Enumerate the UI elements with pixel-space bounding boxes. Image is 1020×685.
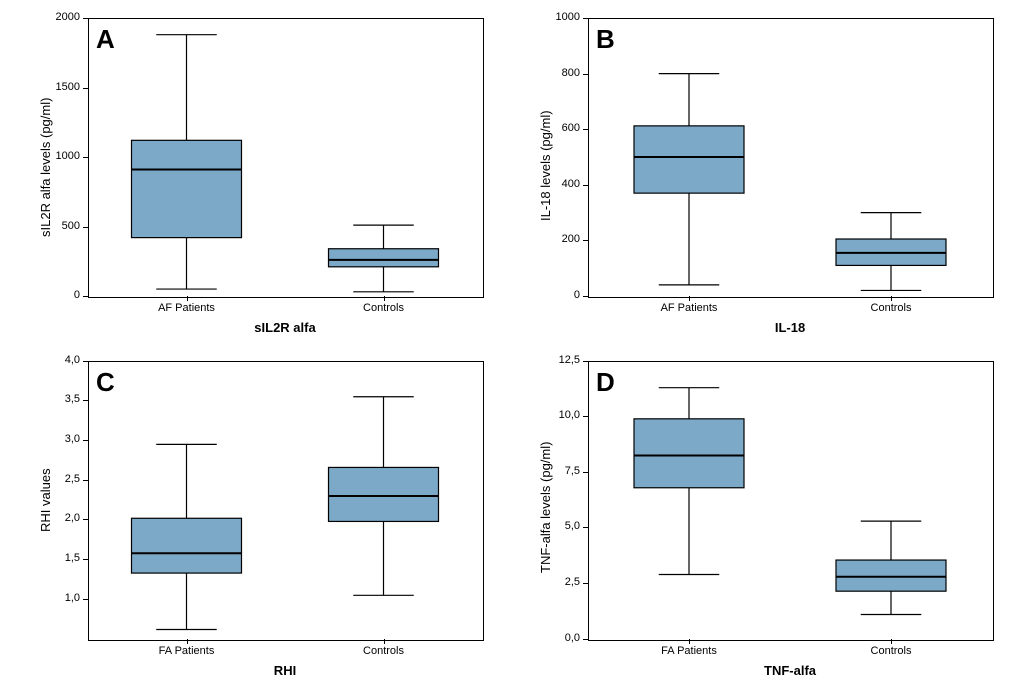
boxplot-svg — [0, 343, 510, 685]
box — [836, 560, 946, 591]
panel-c: C1,01,52,02,53,03,54,0RHI valuesFA Patie… — [0, 343, 510, 685]
panel-b: B02004006008001000IL-18 levels (pg/ml)AF… — [510, 0, 1020, 343]
box — [329, 467, 439, 521]
boxplot-svg — [510, 343, 1020, 685]
boxplot-svg — [0, 0, 510, 342]
panel-letter: C — [96, 367, 115, 398]
panel-d: D0,02,55,07,510,012,5TNF-alfa levels (pg… — [510, 343, 1020, 685]
panel-a: A0500100015002000sIL2R alfa levels (pg/m… — [0, 0, 510, 343]
boxplot-svg — [510, 0, 1020, 342]
panel-letter: B — [596, 24, 615, 55]
box — [634, 126, 744, 193]
box — [132, 518, 242, 573]
box — [329, 249, 439, 267]
box — [634, 418, 744, 487]
box — [132, 140, 242, 237]
panel-letter: D — [596, 367, 615, 398]
panel-letter: A — [96, 24, 115, 55]
